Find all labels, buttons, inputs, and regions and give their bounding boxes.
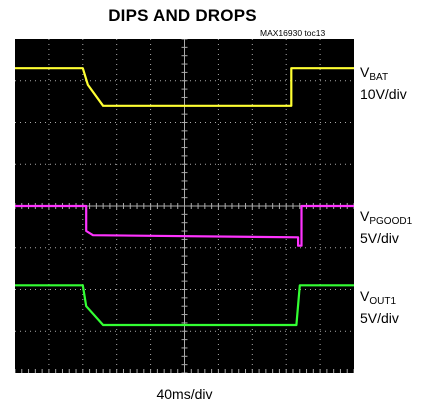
x-axis-scale: 40ms/div — [156, 386, 213, 402]
channel-scale: 10V/div — [360, 86, 407, 102]
channel-scale: 5V/div — [360, 310, 399, 326]
scope-plot — [15, 39, 354, 373]
channel-label-vbat: VBAT 10V/div — [360, 64, 407, 102]
channel-name: V — [360, 288, 370, 304]
trace-vout1 — [15, 284, 354, 327]
trace-vbat — [15, 67, 354, 107]
scope-display — [15, 39, 354, 373]
channel-subscript: OUT1 — [369, 296, 397, 307]
trace-vpgood1 — [15, 204, 354, 247]
channel-label-vout1: VOUT1 5V/div — [360, 288, 399, 326]
channel-name: V — [360, 64, 370, 80]
channel-subscript: BAT — [369, 72, 389, 83]
channel-scale: 5V/div — [360, 230, 399, 246]
channel-name: V — [360, 208, 370, 224]
channel-subscript: PGOOD1 — [369, 216, 413, 227]
figure-tag: MAX16930 toc13 — [260, 28, 326, 38]
channel-label-vpgood1: VPGOOD1 5V/div — [360, 208, 412, 246]
chart-title: DIPS AND DROPS — [108, 6, 257, 25]
